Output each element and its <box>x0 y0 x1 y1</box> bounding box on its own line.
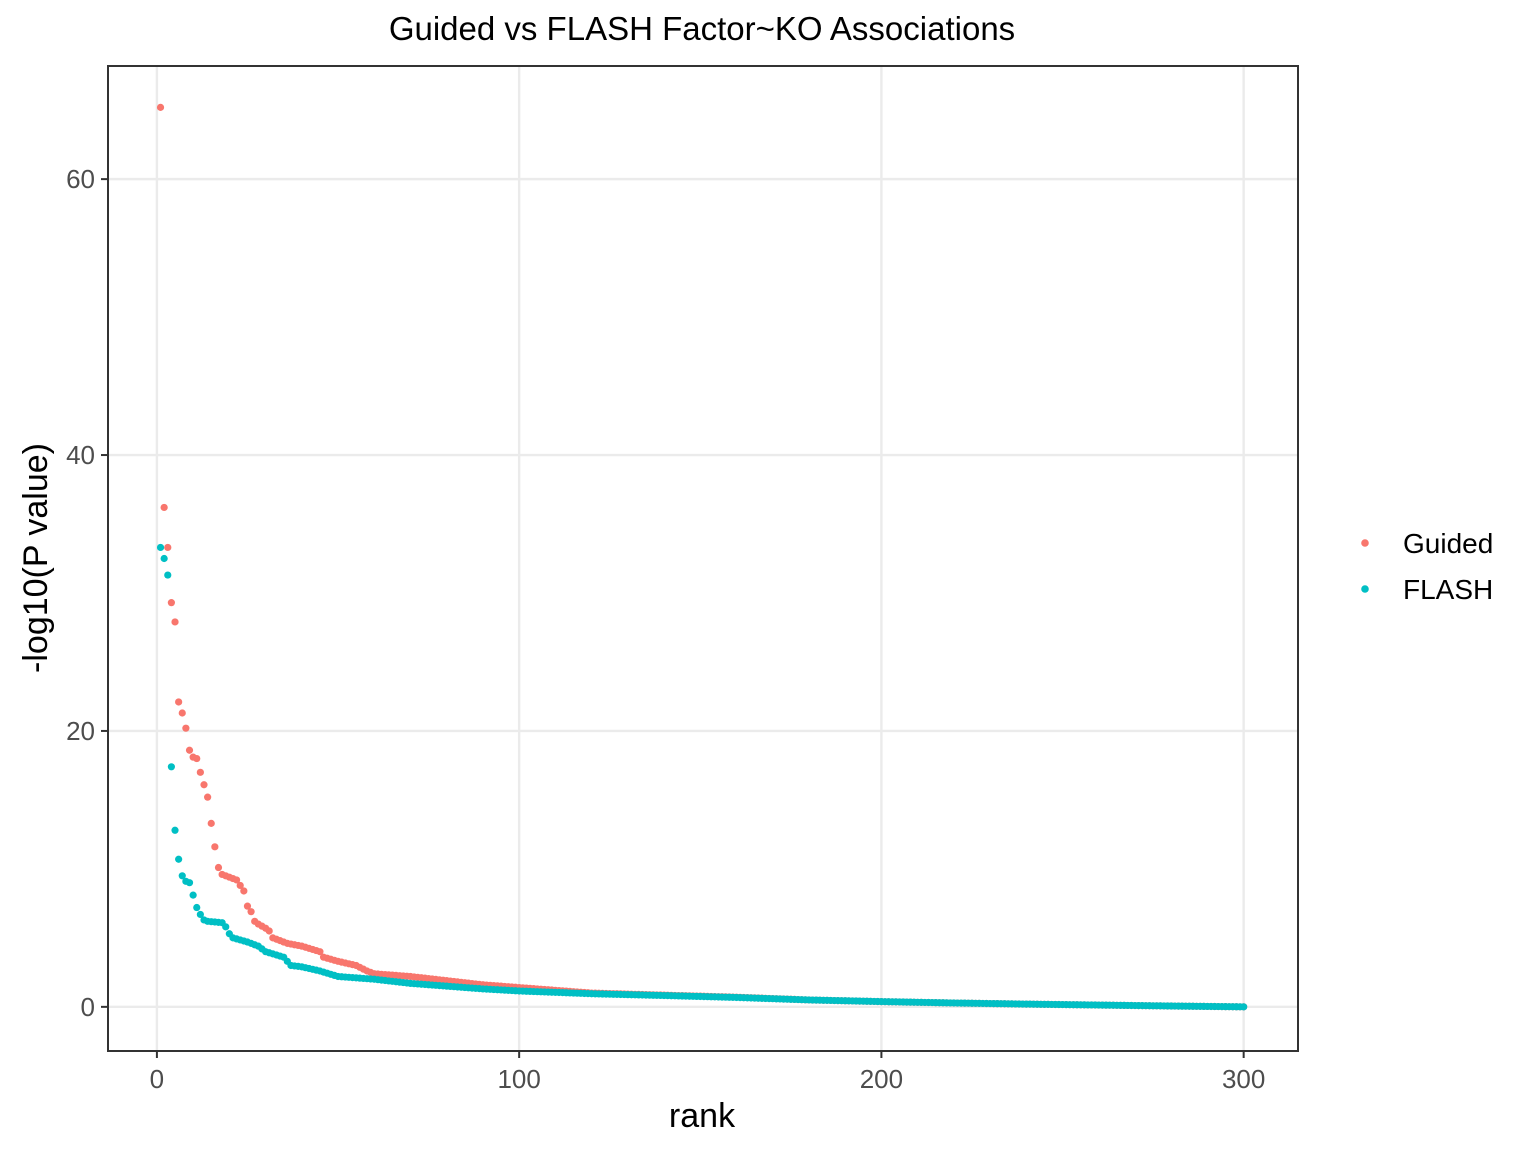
point-flash <box>171 826 179 834</box>
point-flash <box>193 903 201 912</box>
y-tick-label: 60 <box>66 164 95 194</box>
point-guided <box>247 908 255 916</box>
point-guided <box>265 927 273 935</box>
legend-label-guided: Guided <box>1403 528 1493 559</box>
series-flash <box>156 543 1248 1011</box>
x-tick-label: 0 <box>150 1064 164 1094</box>
chart-title: Guided vs FLASH Factor~KO Associations <box>389 10 1015 47</box>
legend: Guided FLASH <box>1361 528 1493 605</box>
point-guided <box>204 793 212 801</box>
point-guided <box>211 843 219 851</box>
y-tick-label: 0 <box>81 992 95 1022</box>
panel-border <box>107 65 1299 1052</box>
point-guided <box>167 599 175 607</box>
point-guided <box>178 709 186 717</box>
point-flash <box>196 910 204 919</box>
point-guided <box>164 543 172 552</box>
legend-label-flash: FLASH <box>1403 574 1493 605</box>
point-guided <box>185 746 194 754</box>
x-axis-title: rank <box>669 1097 736 1135</box>
point-flash <box>164 571 172 579</box>
point-guided <box>156 103 165 111</box>
point-guided <box>193 754 201 763</box>
x-tick-label: 100 <box>497 1064 540 1094</box>
point-flash <box>178 872 186 880</box>
point-flash <box>189 891 197 899</box>
point-guided <box>240 887 248 895</box>
point-guided <box>214 863 223 872</box>
point-flash <box>222 923 230 931</box>
legend-item-guided: Guided <box>1361 528 1493 559</box>
legend-item-flash: FLASH <box>1361 574 1493 605</box>
point-guided <box>243 902 252 910</box>
point-flash <box>175 855 183 863</box>
point-guided <box>175 698 183 706</box>
point-guided <box>182 724 190 732</box>
y-tick-label: 20 <box>66 716 95 746</box>
y-axis-title: -log10(P value) <box>17 443 55 673</box>
point-guided <box>207 819 215 827</box>
point-flash <box>156 543 165 552</box>
gridlines <box>108 66 1298 1051</box>
point-guided <box>200 781 208 789</box>
point-guided <box>160 503 168 512</box>
x-tick-label: 200 <box>860 1064 903 1094</box>
point-guided <box>171 618 179 626</box>
series-layer <box>156 103 1248 1011</box>
legend-key-flash <box>1361 585 1369 593</box>
axis-ticks: 0 100 200 300 0 20 40 60 <box>66 164 1265 1094</box>
point-flash <box>167 763 175 771</box>
point-flash <box>185 879 194 887</box>
point-guided <box>233 876 241 884</box>
y-tick-label: 40 <box>66 440 95 470</box>
point-flash <box>1240 1003 1248 1011</box>
point-guided <box>236 881 244 890</box>
legend-key-guided <box>1361 539 1369 547</box>
point-flash <box>160 554 168 563</box>
point-guided <box>196 768 204 776</box>
point-guided <box>316 948 324 956</box>
x-tick-label: 300 <box>1222 1064 1265 1094</box>
